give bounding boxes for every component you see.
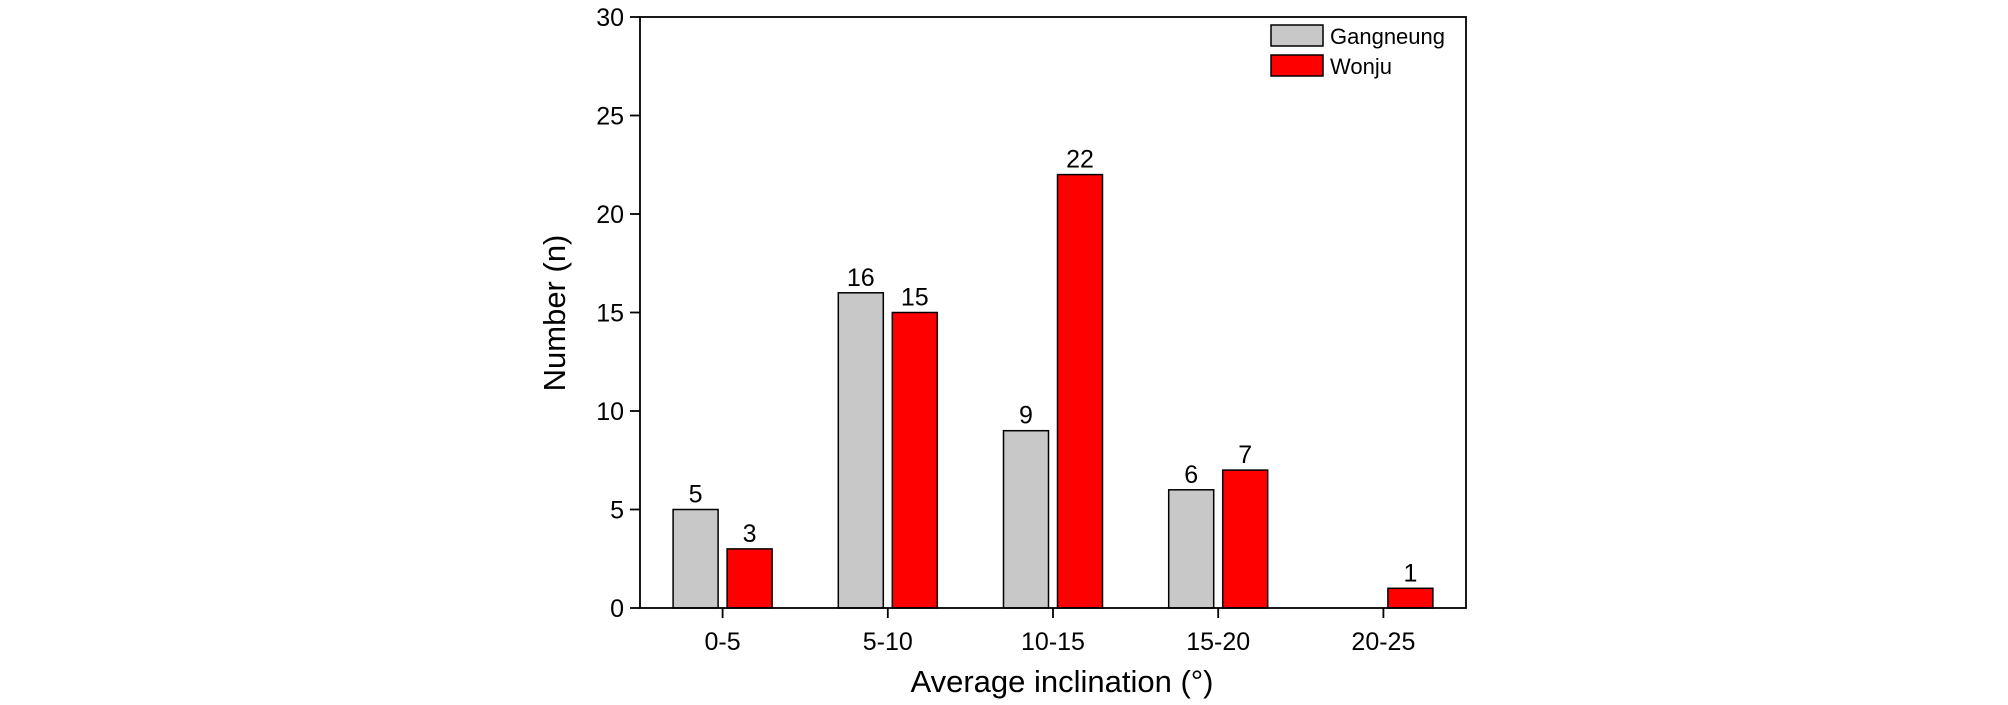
data-label-wonju-5-10: 15 xyxy=(901,284,929,312)
data-label-wonju-20-25: 1 xyxy=(1403,559,1417,587)
data-labels-layer: 5 3 16 15 9 22 6 7 1 xyxy=(689,146,1418,588)
legend: Gangneung Wonju xyxy=(1270,24,1445,79)
y-tick-label-30: 30 xyxy=(596,4,624,32)
x-tick-label-20-25: 20-25 xyxy=(1351,628,1415,656)
y-tick-label-25: 25 xyxy=(596,103,624,131)
y-axis-title: Number (n) xyxy=(537,235,572,392)
bar-wonju-0-5 xyxy=(726,548,773,609)
bar-gangneung-15-20 xyxy=(1167,489,1215,609)
bar-gangneung-5-10 xyxy=(837,292,885,609)
x-tick-label-5-10: 5-10 xyxy=(863,628,913,656)
y-tick-label-5: 5 xyxy=(610,497,624,525)
bar-wonju-20-25 xyxy=(1387,587,1434,609)
legend-label-gangneung: Gangneung xyxy=(1330,24,1445,49)
data-label-wonju-10-15: 22 xyxy=(1066,146,1094,174)
x-tick-label-0-5: 0-5 xyxy=(705,628,741,656)
x-axis-title: Average inclination (°) xyxy=(910,664,1213,699)
bar-gangneung-10-15 xyxy=(1002,429,1050,609)
legend-label-wonju: Wonju xyxy=(1330,54,1392,79)
data-label-gangneung-0-5: 5 xyxy=(689,481,703,509)
y-tick-label-15: 15 xyxy=(596,300,624,328)
x-tick-label-15-20: 15-20 xyxy=(1186,628,1250,656)
data-label-gangneung-5-10: 16 xyxy=(847,264,875,292)
bars-layer xyxy=(672,173,1434,609)
bar-wonju-10-15 xyxy=(1056,173,1104,609)
bar-wonju-15-20 xyxy=(1221,469,1269,609)
bar-gangneung-0-5 xyxy=(672,508,719,609)
bar-wonju-5-10 xyxy=(891,311,939,609)
data-label-wonju-15-20: 7 xyxy=(1238,441,1252,469)
y-tick-label-20: 20 xyxy=(596,201,624,229)
x-tick-label-10-15: 10-15 xyxy=(1021,628,1085,656)
y-tick-label-0: 0 xyxy=(610,595,624,623)
data-label-gangneung-10-15: 9 xyxy=(1019,402,1033,430)
legend-swatch-wonju xyxy=(1270,54,1324,77)
legend-swatch-gangneung xyxy=(1270,24,1324,47)
y-tick-label-10: 10 xyxy=(596,398,624,426)
data-label-gangneung-15-20: 6 xyxy=(1184,461,1198,489)
data-label-wonju-0-5: 3 xyxy=(743,520,757,548)
